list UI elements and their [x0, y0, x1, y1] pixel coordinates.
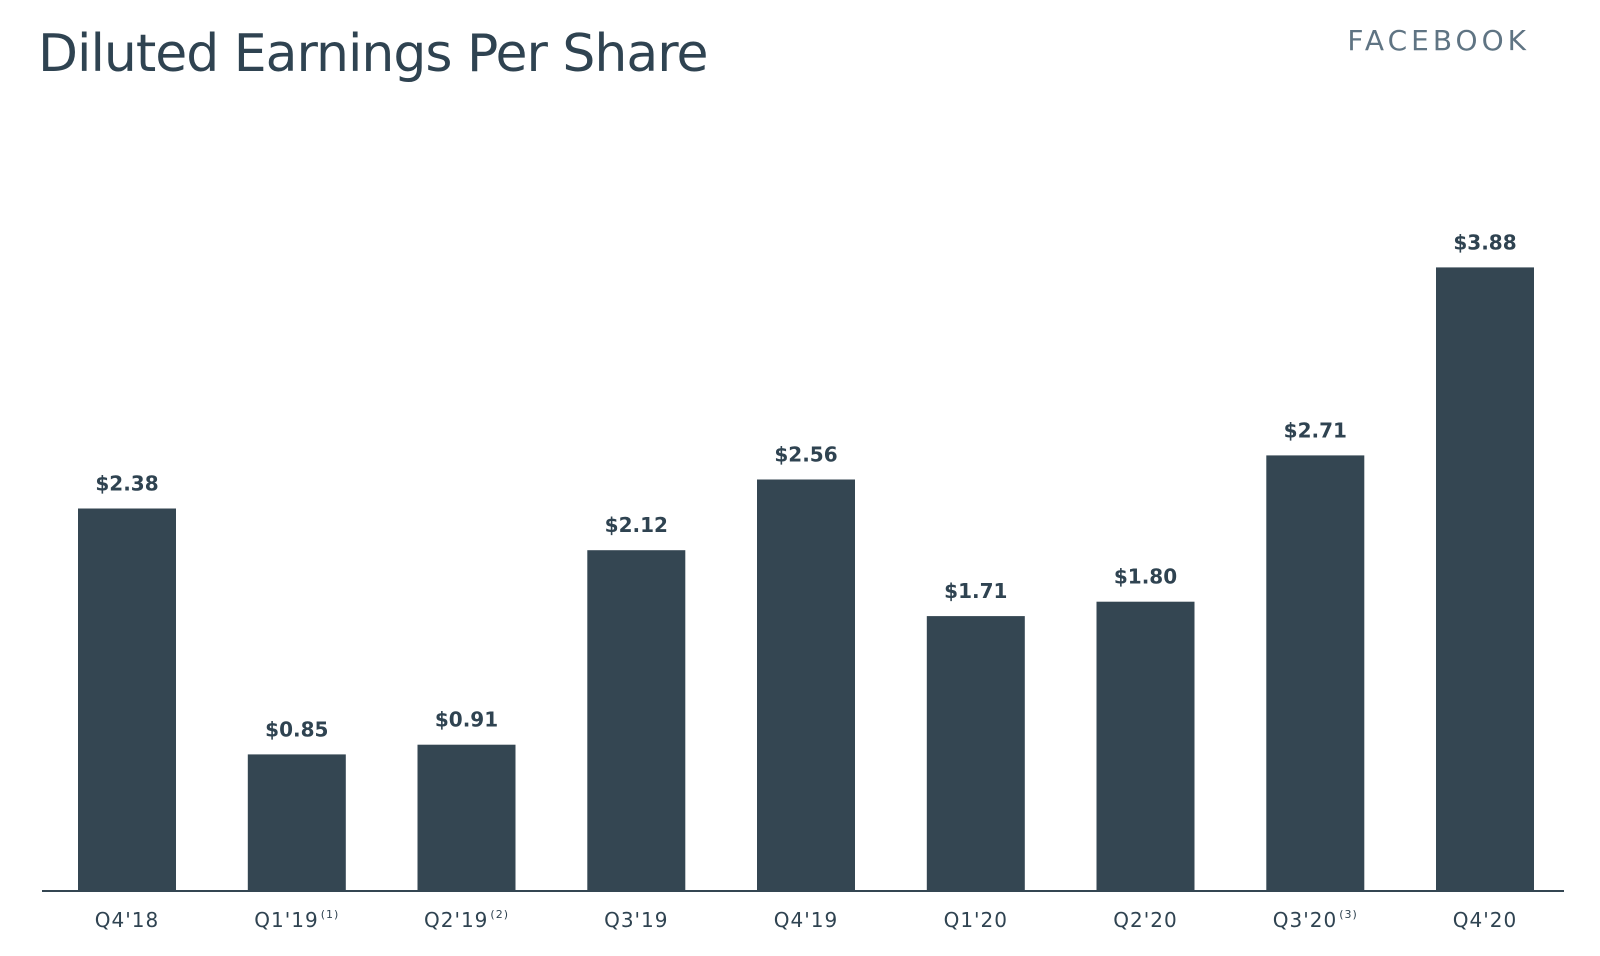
bar-7 — [1096, 601, 1195, 891]
bar-5 — [757, 479, 855, 891]
bar-3 — [417, 744, 516, 891]
facebook-logo: FACEBOOK — [1347, 24, 1530, 57]
data-label-6: $1.71 — [944, 579, 1007, 603]
data-label-5: $2.56 — [774, 443, 837, 467]
data-label-1: $2.38 — [95, 472, 158, 496]
data-label-9: $3.88 — [1453, 230, 1516, 254]
x-tick-label-3: Q2'19 (2) — [424, 908, 509, 932]
x-tick-label-4: Q3'19 — [604, 908, 668, 932]
x-tick-label-9: Q4'20 — [1453, 908, 1517, 932]
x-tick-label-6: Q1'20 — [944, 908, 1008, 932]
x-tick-footnote: (1) — [321, 908, 340, 921]
data-label-3: $0.91 — [435, 708, 498, 732]
x-tick-footnote: (3) — [1339, 908, 1358, 921]
data-label-2: $0.85 — [265, 717, 328, 741]
x-tick-category: Q2'19 — [424, 908, 488, 932]
bar-8 — [1266, 455, 1365, 891]
x-tick-category: Q2'20 — [1113, 908, 1177, 932]
x-tick-category: Q3'19 — [604, 908, 668, 932]
x-tick-category: Q1'20 — [944, 908, 1008, 932]
data-label-7: $1.80 — [1114, 565, 1177, 589]
bar-2 — [247, 754, 346, 891]
x-tick-label-1: Q4'18 — [95, 908, 159, 932]
bar-4 — [587, 550, 686, 891]
x-tick-label-5: Q4'19 — [774, 908, 838, 932]
bar-1 — [78, 508, 176, 891]
x-tick-category: Q3'20 — [1273, 908, 1337, 932]
page-title: Diluted Earnings Per Share — [38, 24, 708, 84]
x-tick-label-8: Q3'20 (3) — [1273, 908, 1358, 932]
x-tick-footnote: (2) — [490, 908, 509, 921]
data-label-8: $2.71 — [1284, 418, 1347, 442]
x-tick-category: Q4'19 — [774, 908, 838, 932]
bar-9 — [1436, 267, 1534, 891]
x-tick-label-2: Q1'19 (1) — [254, 908, 339, 932]
x-tick-category: Q1'19 — [254, 908, 318, 932]
bar-6 — [926, 616, 1025, 891]
x-tick-label-7: Q2'20 — [1113, 908, 1177, 932]
x-tick-category: Q4'18 — [95, 908, 159, 932]
data-label-4: $2.12 — [605, 513, 668, 537]
x-tick-category: Q4'20 — [1453, 908, 1517, 932]
